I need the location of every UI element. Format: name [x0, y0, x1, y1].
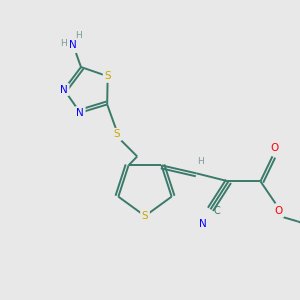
Text: N: N [69, 40, 77, 50]
Text: O: O [270, 143, 279, 153]
Text: C: C [213, 206, 220, 216]
Text: H: H [61, 38, 68, 47]
Text: S: S [114, 129, 121, 140]
Text: H: H [76, 31, 82, 40]
Text: S: S [142, 211, 148, 221]
Text: O: O [274, 206, 283, 216]
Text: N: N [76, 108, 84, 118]
Text: S: S [104, 71, 111, 81]
Text: N: N [60, 85, 68, 94]
Text: N: N [199, 219, 206, 229]
Text: H: H [197, 157, 204, 166]
